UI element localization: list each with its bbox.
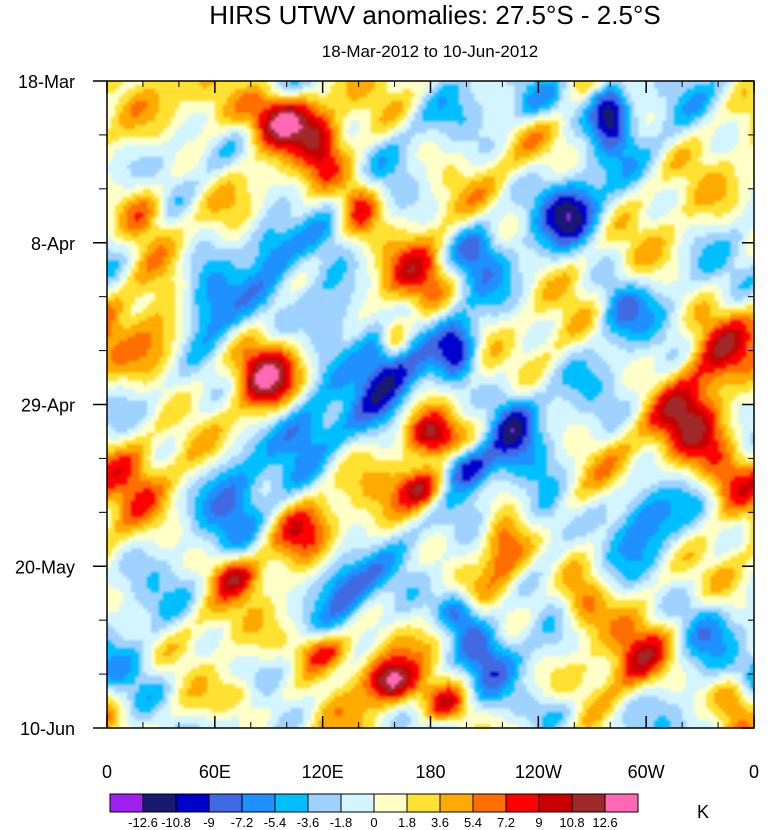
x-axis: 0 60E 120E 180 120W 60W 0 bbox=[102, 81, 759, 782]
colorbar-label: 12.6 bbox=[592, 815, 617, 830]
chart-title: HIRS UTWV anomalies: 27.5°S - 2.5°S bbox=[209, 0, 660, 30]
colorbar-swatch bbox=[373, 793, 408, 813]
colorbar-label: 1.8 bbox=[398, 815, 416, 830]
colorbar-swatch bbox=[571, 793, 606, 813]
colorbar: -12.6 -10.8 -9 -7.2 -5.4 -3.6 -1.8 0 1.8 3.6 5.4 7.… bbox=[109, 793, 639, 830]
colorbar-swatch bbox=[439, 793, 474, 813]
y-tick-label: 18-Mar bbox=[18, 72, 75, 92]
x-tick-label: 120E bbox=[302, 762, 344, 782]
y-tick-label: 20-May bbox=[15, 557, 75, 577]
colorbar-swatch bbox=[472, 793, 507, 813]
colorbar-swatch bbox=[208, 793, 243, 813]
colorbar-label: -10.8 bbox=[161, 815, 191, 830]
colorbar-swatch bbox=[538, 793, 573, 813]
colorbar-swatch bbox=[340, 793, 375, 813]
y-tick-label: 8-Apr bbox=[31, 234, 75, 254]
colorbar-swatch bbox=[505, 793, 540, 813]
colorbar-swatch bbox=[109, 793, 144, 813]
colorbar-label: -3.6 bbox=[297, 815, 319, 830]
chart-subtitle: 18-Mar-2012 to 10-Jun-2012 bbox=[322, 42, 538, 61]
colorbar-swatch bbox=[307, 793, 342, 813]
colorbar-label: -9 bbox=[203, 815, 215, 830]
colorbar-swatch bbox=[604, 793, 639, 813]
x-tick-label: 60W bbox=[628, 762, 665, 782]
anomaly-field bbox=[107, 81, 754, 728]
colorbar-label: 7.2 bbox=[497, 815, 515, 830]
colorbar-label: 5.4 bbox=[464, 815, 482, 830]
x-tick-label: 0 bbox=[749, 762, 759, 782]
colorbar-label: -12.6 bbox=[128, 815, 158, 830]
x-tick-label: 60E bbox=[199, 762, 231, 782]
colorbar-label: -7.2 bbox=[231, 815, 253, 830]
x-tick-label: 120W bbox=[515, 762, 562, 782]
y-axis: 18-Mar 8-Apr 29-Apr 20-May 10-Jun bbox=[15, 72, 754, 739]
colorbar-label: -1.8 bbox=[330, 815, 352, 830]
colorbar-label: 0 bbox=[370, 815, 377, 830]
colorbar-swatch bbox=[241, 793, 276, 813]
colorbar-swatch bbox=[142, 793, 177, 813]
colorbar-label: -5.4 bbox=[264, 815, 286, 830]
y-tick-label: 10-Jun bbox=[20, 719, 75, 739]
x-tick-label: 0 bbox=[102, 762, 112, 782]
colorbar-swatch bbox=[274, 793, 309, 813]
colorbar-swatch bbox=[175, 793, 210, 813]
colorbar-unit: K bbox=[697, 802, 709, 822]
colorbar-label: 10.8 bbox=[559, 815, 584, 830]
colorbar-label: 3.6 bbox=[431, 815, 449, 830]
plot-area bbox=[106, 80, 755, 729]
colorbar-swatch bbox=[406, 793, 441, 813]
colorbar-label: 9 bbox=[535, 815, 542, 830]
y-tick-label: 29-Apr bbox=[21, 396, 75, 416]
x-tick-label: 180 bbox=[415, 762, 445, 782]
